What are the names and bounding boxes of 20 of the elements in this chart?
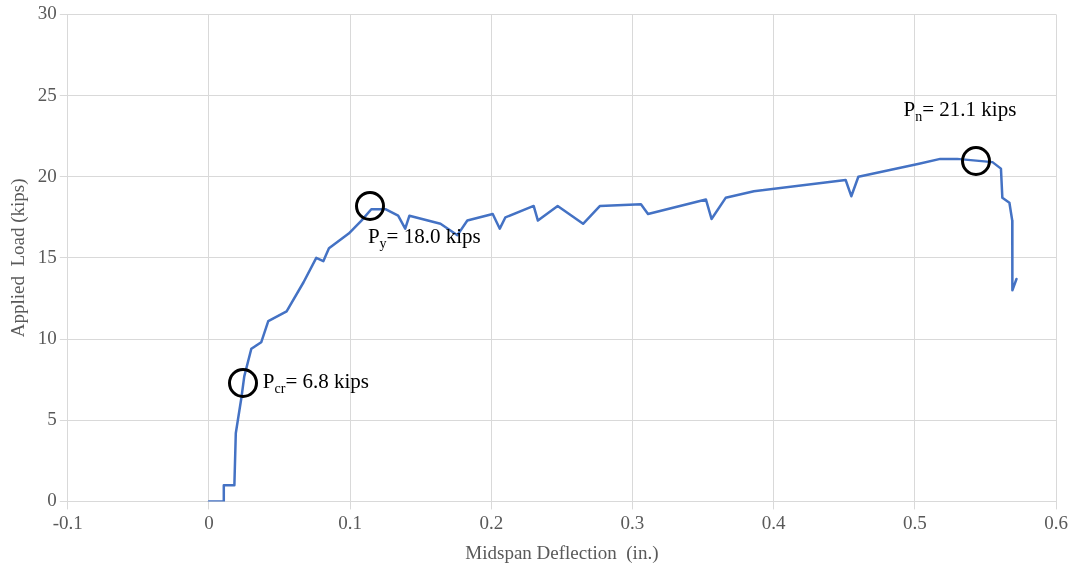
x-tick-label: 0.1	[338, 511, 363, 533]
x-tick-label: 0.3	[620, 511, 645, 533]
x-axis-title: Midspan Deflection (in.)	[465, 541, 659, 564]
y-tick-label: 5	[47, 408, 57, 430]
y-tick-label: 15	[37, 245, 57, 267]
y-tick-label: 10	[37, 327, 57, 349]
annotation: P$_{cr}$= 6.8 kips	[262, 368, 370, 397]
annotation: P$_{n}$= 21.1 kips	[903, 96, 1017, 124]
x-tick-label: 0.4	[761, 511, 787, 533]
annotation: P$_{y}$= 18.0 kips	[367, 223, 481, 252]
y-tick-label: 0	[47, 489, 57, 511]
y-tick-label: 25	[37, 83, 57, 105]
y-tick-label: 30	[37, 2, 57, 24]
x-tick-label: -0.1	[52, 511, 83, 533]
x-tick-label: 0.6	[1044, 511, 1068, 533]
y-tick-label: 20	[37, 164, 57, 186]
x-tick-label: 0.5	[902, 511, 927, 533]
y-axis-title: Applied Load (kips)	[7, 178, 30, 338]
x-tick-label: 0	[204, 511, 214, 533]
x-tick-label: 0.2	[479, 511, 504, 533]
